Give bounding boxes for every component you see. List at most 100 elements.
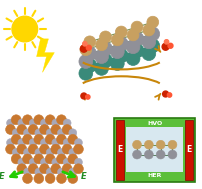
Circle shape bbox=[46, 129, 54, 137]
Circle shape bbox=[83, 42, 87, 46]
Circle shape bbox=[110, 57, 124, 70]
Circle shape bbox=[18, 158, 26, 166]
Circle shape bbox=[142, 35, 156, 49]
Circle shape bbox=[52, 158, 60, 166]
Circle shape bbox=[35, 129, 43, 137]
Circle shape bbox=[62, 144, 72, 154]
Text: E: E bbox=[187, 145, 192, 154]
Circle shape bbox=[57, 134, 66, 144]
Circle shape bbox=[57, 115, 66, 125]
Text: E: E bbox=[118, 145, 123, 154]
Circle shape bbox=[58, 129, 65, 137]
Circle shape bbox=[29, 119, 37, 127]
Circle shape bbox=[34, 154, 44, 164]
Circle shape bbox=[80, 45, 87, 52]
Circle shape bbox=[34, 134, 44, 144]
Circle shape bbox=[7, 139, 15, 146]
Circle shape bbox=[162, 43, 169, 50]
Circle shape bbox=[46, 168, 54, 176]
Circle shape bbox=[84, 36, 96, 48]
Circle shape bbox=[95, 62, 108, 75]
Circle shape bbox=[131, 21, 143, 33]
Circle shape bbox=[126, 52, 140, 65]
Circle shape bbox=[34, 174, 44, 184]
Circle shape bbox=[41, 119, 48, 127]
Circle shape bbox=[114, 37, 128, 51]
Circle shape bbox=[28, 125, 38, 134]
Circle shape bbox=[142, 47, 156, 60]
Text: HER: HER bbox=[147, 173, 162, 178]
Circle shape bbox=[164, 40, 169, 44]
Circle shape bbox=[41, 139, 48, 146]
Polygon shape bbox=[37, 39, 54, 72]
Circle shape bbox=[68, 174, 78, 184]
Circle shape bbox=[18, 119, 26, 127]
Circle shape bbox=[62, 125, 72, 134]
Circle shape bbox=[130, 44, 144, 58]
Circle shape bbox=[35, 168, 43, 176]
Circle shape bbox=[133, 140, 141, 149]
Circle shape bbox=[45, 115, 55, 125]
Circle shape bbox=[28, 164, 38, 174]
Circle shape bbox=[63, 139, 71, 146]
Circle shape bbox=[75, 139, 82, 146]
Circle shape bbox=[68, 154, 78, 164]
Circle shape bbox=[17, 125, 27, 134]
Circle shape bbox=[40, 125, 49, 134]
Text: HVO: HVO bbox=[147, 121, 162, 126]
Circle shape bbox=[12, 16, 38, 42]
Circle shape bbox=[99, 54, 113, 67]
Circle shape bbox=[74, 144, 83, 154]
Circle shape bbox=[115, 26, 127, 38]
Text: E: E bbox=[81, 172, 87, 181]
Bar bbox=[116, 120, 124, 180]
Circle shape bbox=[168, 150, 177, 159]
Circle shape bbox=[51, 164, 61, 174]
Circle shape bbox=[80, 44, 92, 56]
Circle shape bbox=[23, 174, 33, 184]
Circle shape bbox=[23, 134, 33, 144]
Circle shape bbox=[168, 43, 173, 48]
Circle shape bbox=[28, 144, 38, 154]
Circle shape bbox=[146, 39, 160, 53]
Circle shape bbox=[17, 144, 27, 154]
Circle shape bbox=[147, 16, 159, 28]
Circle shape bbox=[24, 149, 32, 156]
Circle shape bbox=[96, 39, 107, 51]
Circle shape bbox=[146, 27, 160, 41]
Circle shape bbox=[24, 168, 32, 176]
Circle shape bbox=[156, 150, 165, 159]
Circle shape bbox=[45, 174, 55, 184]
Circle shape bbox=[46, 149, 54, 156]
Circle shape bbox=[6, 144, 15, 154]
Circle shape bbox=[75, 158, 82, 166]
Circle shape bbox=[99, 42, 113, 56]
Circle shape bbox=[23, 115, 33, 125]
Bar bbox=[126, 127, 183, 172]
Circle shape bbox=[63, 158, 71, 166]
Circle shape bbox=[6, 125, 15, 134]
Circle shape bbox=[130, 32, 144, 46]
Circle shape bbox=[83, 47, 97, 60]
Circle shape bbox=[57, 174, 66, 184]
Circle shape bbox=[79, 67, 93, 80]
Circle shape bbox=[156, 140, 165, 149]
Circle shape bbox=[163, 91, 168, 97]
Circle shape bbox=[69, 149, 77, 156]
Circle shape bbox=[51, 144, 61, 154]
Circle shape bbox=[45, 134, 55, 144]
Circle shape bbox=[45, 154, 55, 164]
Circle shape bbox=[12, 149, 20, 156]
Circle shape bbox=[18, 139, 26, 146]
Bar bbox=[114, 118, 195, 182]
Circle shape bbox=[51, 125, 61, 134]
Circle shape bbox=[7, 119, 15, 127]
Circle shape bbox=[68, 134, 78, 144]
Circle shape bbox=[69, 168, 77, 176]
Circle shape bbox=[112, 34, 123, 46]
Circle shape bbox=[74, 164, 83, 174]
Circle shape bbox=[17, 164, 27, 174]
Circle shape bbox=[34, 115, 44, 125]
Circle shape bbox=[69, 129, 77, 137]
Circle shape bbox=[144, 140, 153, 149]
